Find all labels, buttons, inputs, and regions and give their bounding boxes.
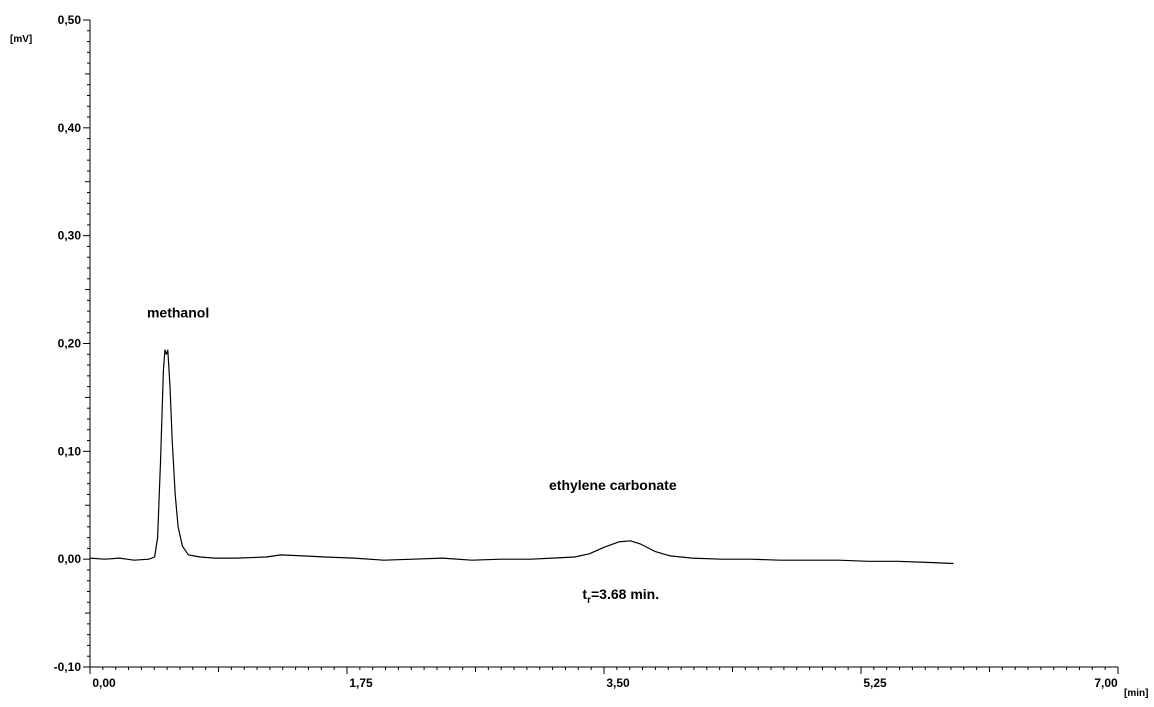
annotation-retention-time: tr=3.68 min. (582, 586, 659, 606)
x-tick-label: 0,00 (92, 676, 116, 690)
x-tick-label: 3,50 (606, 676, 630, 690)
x-axis-unit-label: [min] (1124, 688, 1148, 699)
y-tick-label: 0,20 (58, 337, 82, 351)
retention-time-symbol: t (582, 586, 587, 602)
retention-time-value: =3.68 min. (591, 586, 659, 602)
axes-layer: -0,10 0,00 0,10 0,20 0,30 0,40 0,50 0,00 1,75 3,5… (54, 13, 1119, 690)
y-tick-label: 0,40 (58, 121, 82, 135)
annotation-layer: methanol ethylene carbonate tr=3.68 min. (147, 305, 677, 606)
y-tick-label: 0,00 (58, 552, 82, 566)
y-tick-label: -0,10 (54, 660, 82, 674)
label-layer: [mV] [min] (10, 34, 1148, 699)
annotation-methanol: methanol (147, 305, 209, 321)
annotation-ethylene-carbonate: ethylene carbonate (549, 477, 677, 493)
retention-time-subscript: r (587, 595, 591, 606)
x-tick-label: 1,75 (349, 676, 373, 690)
series-layer (89, 349, 954, 565)
y-tick-label: 0,30 (58, 229, 82, 243)
x-tick-label: 7,00 (1094, 676, 1118, 690)
chromatogram-trace (89, 349, 954, 565)
y-tick-label: 0,50 (58, 13, 82, 27)
y-tick-label: 0,10 (58, 444, 82, 458)
x-tick-label: 5,25 (863, 676, 887, 690)
y-axis-unit-label: [mV] (10, 34, 32, 45)
